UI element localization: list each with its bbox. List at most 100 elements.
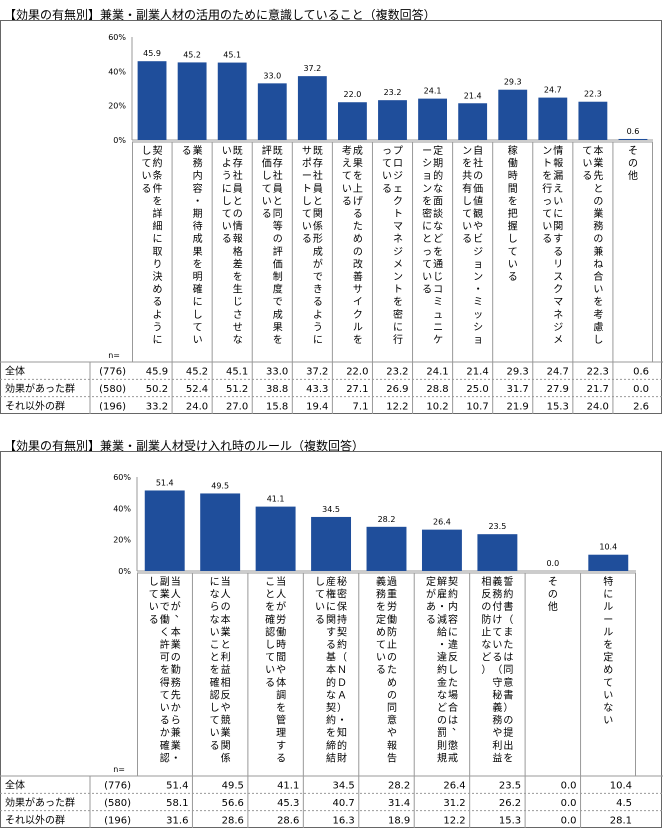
table-cell: 40.7	[333, 798, 355, 809]
category-label: 既存社員と同等の評価制度で成果を評価している	[262, 144, 283, 346]
bar	[311, 516, 352, 571]
table-group-label: 効果があった群	[5, 796, 75, 809]
data-label: 45.2	[183, 50, 201, 59]
category-label: 本業先との業務の兼ね合いを考慮している	[582, 144, 603, 346]
data-label: 51.4	[156, 478, 174, 487]
table-cell: 2.6	[633, 401, 649, 412]
table-cell: 24.7	[547, 367, 569, 378]
data-label: 21.4	[464, 91, 482, 100]
table-cell: 34.5	[333, 781, 355, 792]
table-cell: 0.6	[633, 367, 649, 378]
category-label: 特にルールを定めていない	[603, 576, 613, 727]
table-cell: 10.2	[426, 401, 448, 412]
bar	[538, 97, 568, 140]
table-cell: 45.9	[146, 367, 168, 378]
table-cell: 16.3	[333, 815, 355, 826]
chart-frame	[0, 20, 662, 414]
chart1: 60% 40% 20% 0% 45.9 45.2 45.1 33.0 37.2 22.0 23.2 2…	[0, 20, 663, 414]
category-label: その他	[628, 145, 638, 182]
y-tick-label: 60%	[113, 473, 131, 482]
table-cell: 45.3	[277, 798, 299, 809]
y-tick-label: 20%	[113, 536, 131, 545]
table-cell: 22.3	[587, 367, 609, 378]
table-cell: 28.6	[222, 815, 244, 826]
category-label: 既存社員との情報格差を生じさせないようにしている	[222, 145, 243, 346]
table-cell: 28.2	[388, 781, 410, 792]
data-label: 23.2	[384, 88, 402, 97]
category-label: 業務内容・期待成果を明確にしている	[182, 144, 203, 346]
table-cell: 26.2	[499, 798, 521, 809]
table-cell: 15.8	[266, 401, 288, 412]
table-cell: 4.5	[616, 798, 632, 809]
bar	[366, 526, 407, 571]
category-label: 当人が労働時間や体調を管理することを確認している	[265, 575, 286, 764]
data-label: 0.0	[546, 559, 559, 568]
table-cell: 10.4	[610, 781, 632, 792]
category-label: 誓約書（または同意書）の提出を義務付けている（守秘義務や利益相反の防止など）	[481, 575, 513, 764]
table-group-label: 全体	[5, 365, 25, 378]
table-cell: 37.2	[306, 367, 328, 378]
table-group-label: それ以外の群	[5, 813, 65, 826]
table-cell: 31.7	[507, 384, 529, 395]
bar	[588, 554, 629, 571]
category-label: 自社の価値観やビジョン・ミッションを共有している	[462, 144, 483, 346]
y-tick-label: 0%	[118, 567, 131, 576]
bar	[618, 138, 648, 140]
table-n-value: (580)	[104, 798, 131, 809]
table-n-value: (196)	[104, 815, 131, 826]
table-n-value: (776)	[104, 781, 131, 792]
category-label: 定期的な面談などを通じコミュニケーションを密にとっている	[422, 144, 443, 346]
data-label: 26.4	[433, 518, 451, 527]
table-cell: 21.4	[466, 367, 488, 378]
bar	[217, 62, 247, 140]
category-label: 成果を上げるための改善サイクルを考えている	[342, 145, 363, 346]
table-group-label: 全体	[5, 779, 25, 792]
table-cell: 28.1	[610, 815, 632, 826]
table-cell: 28.8	[426, 384, 448, 395]
y-tick-label: 40%	[113, 504, 131, 513]
bar	[177, 62, 207, 141]
table-cell: 33.0	[266, 367, 288, 378]
table-cell: 0.0	[561, 815, 577, 826]
data-label: 45.1	[223, 51, 241, 60]
n-label: n=	[113, 765, 125, 774]
category-label: 既存社員と関係形成ができるようにサポートしている	[302, 145, 323, 346]
y-tick-label: 20%	[108, 102, 126, 111]
data-label: 28.2	[378, 515, 396, 524]
y-tick-label: 40%	[108, 67, 126, 76]
table-cell: 45.2	[186, 367, 208, 378]
table-cell: 51.4	[166, 781, 188, 792]
table-cell: 31.6	[166, 815, 188, 826]
data-label: 24.7	[544, 86, 562, 95]
category-label: 過重労働防止のための同意や報告義務を定めている	[376, 575, 397, 764]
table-cell: 24.0	[186, 401, 208, 412]
category-label: 当人が、本業の勤務先から兼業・副業で働く許可を得ているか確認している	[149, 575, 185, 764]
data-label: 23.5	[488, 522, 506, 531]
data-label: 24.1	[424, 87, 442, 96]
table-cell: 43.3	[306, 384, 328, 395]
table-cell: 24.0	[587, 401, 609, 412]
table-n-value: (580)	[99, 384, 126, 395]
data-label: 37.2	[303, 64, 321, 73]
data-label: 41.1	[267, 495, 285, 504]
data-label: 45.9	[143, 49, 161, 58]
table-cell: 26.4	[443, 781, 465, 792]
chart-frame	[0, 451, 662, 828]
bar	[418, 98, 448, 140]
y-tick-label: 0%	[113, 136, 126, 145]
data-label: 29.3	[504, 78, 522, 87]
table-cell: 22.0	[346, 367, 368, 378]
bar	[200, 493, 241, 571]
table-cell: 21.7	[587, 384, 609, 395]
table-cell: 7.1	[353, 401, 369, 412]
table-cell: 24.1	[426, 367, 448, 378]
data-label: 33.0	[263, 71, 281, 80]
data-label: 22.0	[344, 90, 362, 99]
data-label: 10.4	[599, 543, 617, 552]
category-label: 秘密保持契約（ＮＤＡ）・知的財産権に関する基本的な契約を締結している	[315, 575, 347, 764]
n-label: n=	[108, 351, 120, 360]
table-cell: 58.1	[166, 798, 188, 809]
table-group-label: それ以外の群	[5, 399, 65, 412]
data-label: 22.3	[584, 90, 602, 99]
category-label: 契約条件を詳細に取り決めるようにしている	[142, 144, 163, 346]
